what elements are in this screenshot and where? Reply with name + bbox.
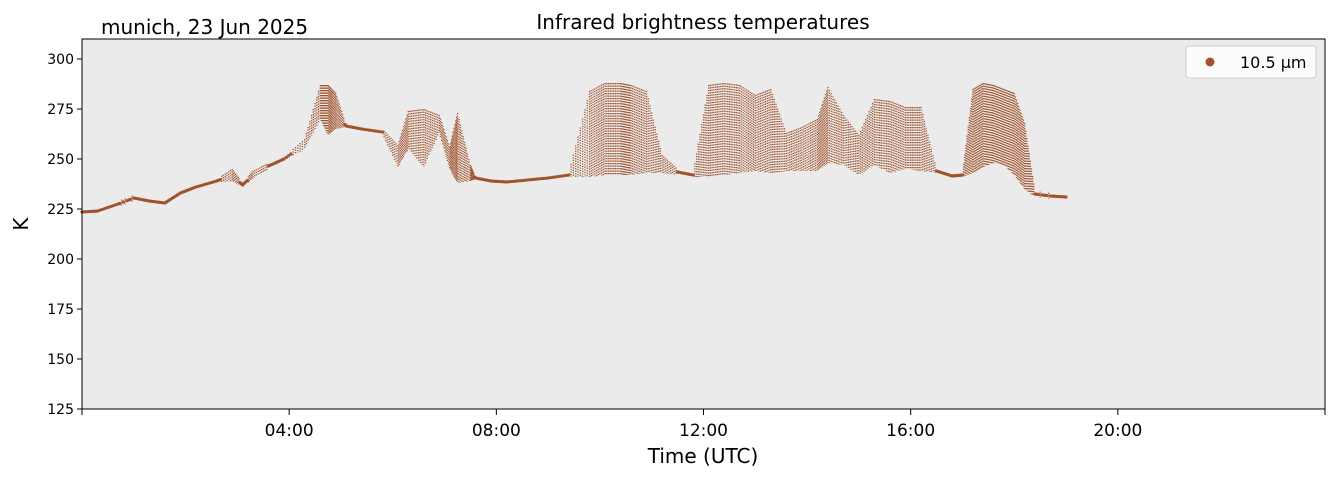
data-point (286, 154, 291, 158)
data-point (521, 178, 525, 183)
x-tick-label: 04:00 (265, 421, 314, 441)
data-point (380, 130, 384, 134)
data-point (535, 177, 539, 181)
data-point (118, 201, 122, 205)
data-point (128, 197, 132, 201)
x-tick-label: 08:00 (472, 421, 521, 441)
data-point (511, 179, 516, 183)
x-tick-label: 12:00 (679, 421, 728, 441)
data-point (514, 179, 518, 183)
legend-marker (1205, 57, 1215, 67)
data-point (532, 177, 536, 181)
y-tick-label: 200 (47, 252, 74, 268)
data-point (284, 155, 288, 159)
y-tick-label: 250 (47, 152, 74, 168)
x-tick-label: 20:00 (1093, 421, 1142, 441)
legend-box (1185, 45, 1317, 79)
x-tick-label: 16:00 (886, 421, 935, 441)
data-point (507, 180, 511, 184)
data-point (544, 176, 548, 180)
y-tick-label: 125 (47, 402, 74, 418)
data-point (691, 173, 695, 177)
chart-title: Infrared brightness temperatures (536, 10, 869, 34)
data-point (1064, 195, 1068, 199)
data-point (505, 180, 509, 184)
plot-area (82, 39, 1325, 409)
data-point (539, 177, 543, 181)
data-point (282, 157, 286, 161)
data-point (1036, 192, 1041, 197)
data-point (523, 178, 527, 182)
data-point (567, 173, 571, 177)
legend: 10.5 µm (1185, 45, 1317, 79)
x-axis: 04:00 08:00 12:00 16:00 20:00 (81, 409, 1326, 441)
data-point (1045, 193, 1049, 198)
y-axis: 125 150 175 200 225 250 275 300 (47, 52, 82, 418)
y-tick-label: 175 (47, 302, 74, 318)
legend-label: 10.5 µm (1240, 53, 1306, 72)
data-points (80, 83, 1068, 214)
y-tick-label: 225 (47, 202, 74, 218)
data-point (289, 152, 293, 156)
data-point (509, 179, 513, 184)
y-axis-label: K (9, 217, 33, 231)
data-point (541, 176, 546, 181)
x-axis-label: Time (UTC) (647, 444, 759, 468)
y-tick-label: 300 (47, 52, 74, 68)
y-tick-label: 150 (47, 352, 74, 368)
data-point (121, 200, 126, 204)
data-point (518, 179, 523, 183)
data-point (516, 179, 520, 183)
data-point (218, 178, 222, 182)
data-point (530, 177, 534, 182)
data-point (528, 178, 532, 182)
y-tick-label: 275 (47, 102, 74, 118)
data-point (525, 178, 530, 182)
data-point (537, 177, 541, 181)
location-date-label: munich, 23 Jun 2025 (101, 15, 308, 39)
